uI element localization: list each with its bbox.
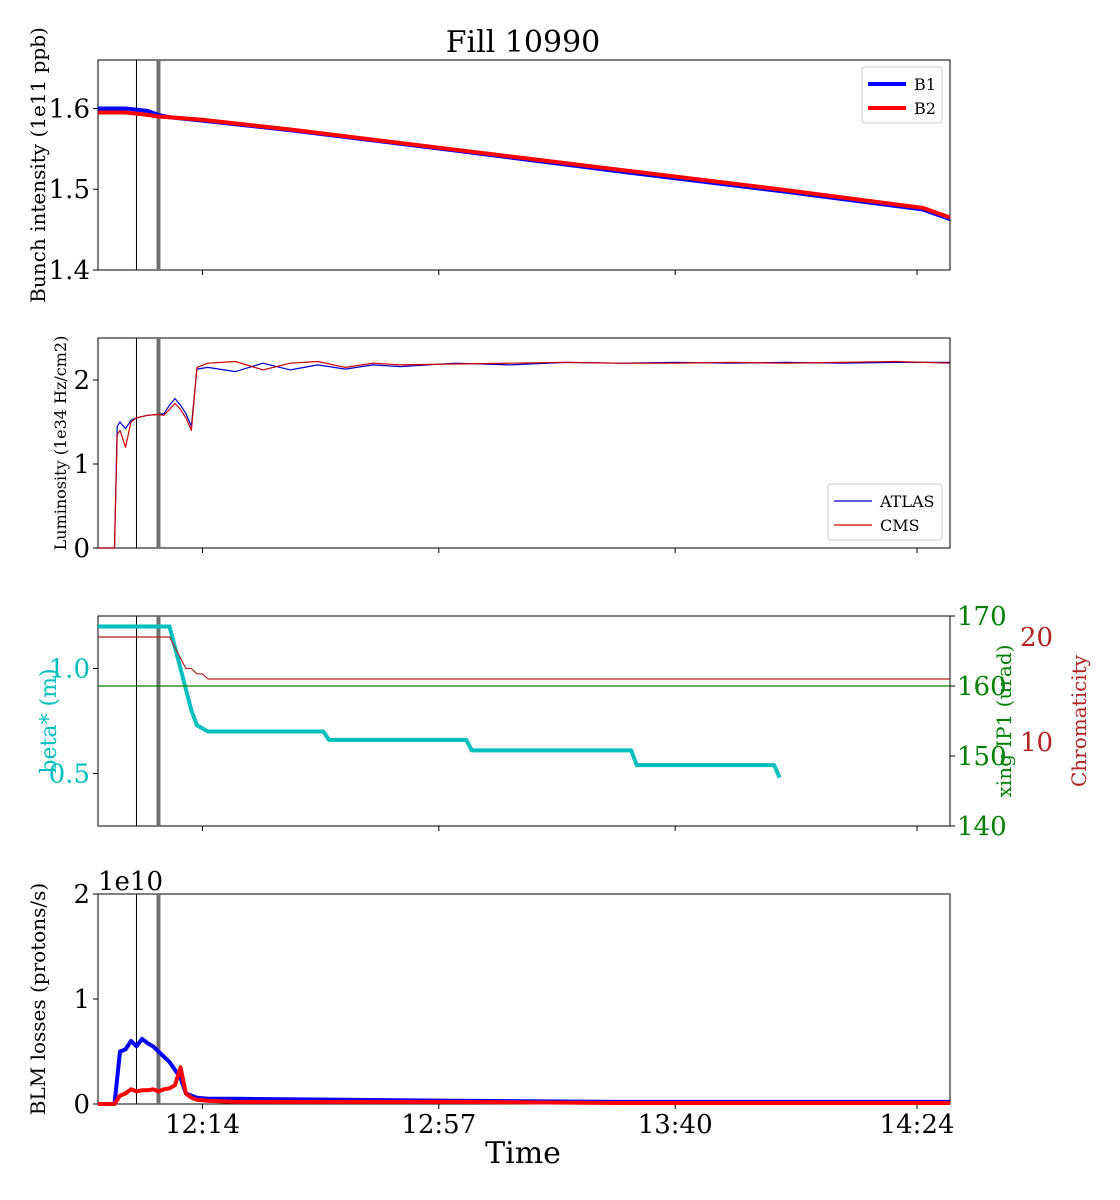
legend-label-b1: B1 <box>914 75 936 94</box>
y-tick-label: 0 <box>73 1090 90 1120</box>
intensity-frame <box>97 59 951 271</box>
legend-label-atlas: ATLAS <box>879 492 935 511</box>
figure-title: Fill 10990 <box>446 25 601 60</box>
y-offset-text: 1e10 <box>98 867 163 897</box>
y2-tick-label: 150 <box>957 742 1007 772</box>
legend-box <box>827 483 943 541</box>
y-tick-label: 1.0 <box>49 655 90 685</box>
x-tick-label: 12:57 <box>401 1110 476 1140</box>
luminosity-frame <box>97 337 951 549</box>
y2-tick-label: 170 <box>957 602 1007 632</box>
y-tick-label: 1.4 <box>49 256 90 286</box>
series-chroma <box>98 636 950 680</box>
optics-frame <box>97 615 951 827</box>
series-b1 <box>98 1036 950 1106</box>
y-tick-label: 0 <box>73 534 90 564</box>
y2-tick-label: 140 <box>957 812 1007 842</box>
y-axis-label: Bunch intensity (1e11 ppb) <box>26 27 50 303</box>
x-tick-label: 13:40 <box>638 1110 713 1140</box>
legend-label-cms: CMS <box>880 516 920 535</box>
series-b1 <box>98 106 951 221</box>
series-beta <box>98 624 782 779</box>
y-tick-label: 2 <box>73 880 90 910</box>
x-tick-label: 14:24 <box>880 1110 955 1140</box>
y-tick-label: 1.5 <box>49 175 90 205</box>
series-b2 <box>98 110 951 220</box>
y3-axis-label: Chromaticity <box>1067 654 1091 787</box>
series-b2 <box>98 1065 950 1106</box>
y3-tick-label: 10 <box>1020 728 1053 758</box>
x-axis-label: Time <box>485 1136 561 1171</box>
y-tick-label: 1.6 <box>49 94 90 124</box>
legend-label-b2: B2 <box>914 99 936 118</box>
y-tick-label: 0.5 <box>49 760 90 790</box>
y-axis-label: BLM losses (protons/s) <box>26 883 50 1115</box>
x-tick-label: 12:14 <box>165 1110 240 1140</box>
y3-tick-label: 20 <box>1020 623 1053 653</box>
y-axis-label: Luminosity (1e34 Hz/cm2) <box>51 336 70 551</box>
y-tick-label: 2 <box>73 366 90 396</box>
y-tick-label: 1 <box>73 985 90 1015</box>
blm-frame <box>97 893 951 1105</box>
y2-tick-label: 160 <box>957 672 1007 702</box>
y2-axis-label: xing IP1 (urad) <box>992 645 1016 798</box>
chart-optics: 0.5 1.0 140 150 160 170 10 20 beta* (m) xing IP1 … <box>37 602 1091 842</box>
y-axis-label: beta* (m) <box>37 668 62 773</box>
series-atlas <box>98 361 950 549</box>
legend: ATLAS CMS <box>827 483 943 541</box>
chart-blm: 12:14 12:57 13:40 14:24 0 1 2 BLM losses (proto… <box>26 867 954 1140</box>
y-tick-label: 1 <box>73 450 90 480</box>
series-cms <box>98 360 951 549</box>
